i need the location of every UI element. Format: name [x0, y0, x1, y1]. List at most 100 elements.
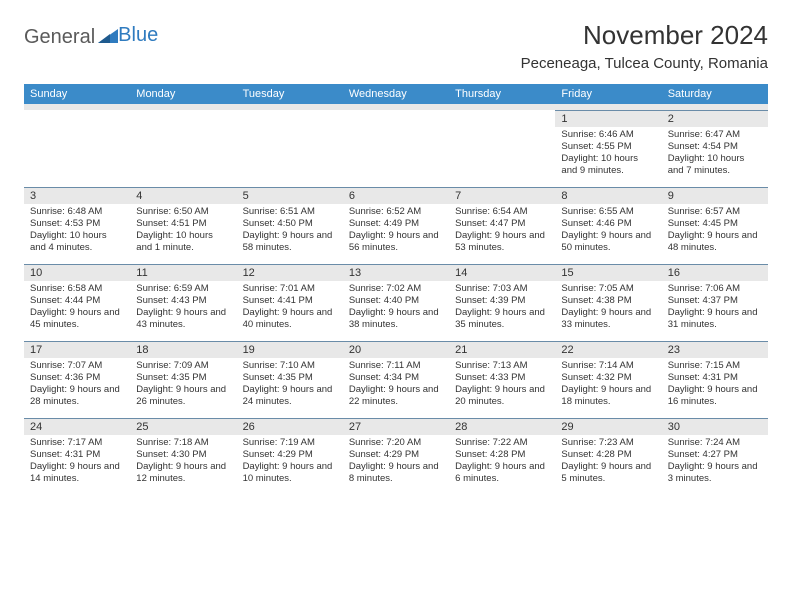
day-cell: 1Sunrise: 6:46 AMSunset: 4:55 PMDaylight…: [555, 110, 661, 187]
week-row: 1Sunrise: 6:46 AMSunset: 4:55 PMDaylight…: [24, 110, 768, 187]
day-cell: 12Sunrise: 7:01 AMSunset: 4:41 PMDayligh…: [237, 264, 343, 341]
day-details: Sunrise: 7:10 AMSunset: 4:35 PMDaylight:…: [237, 358, 343, 418]
date-number: 23: [662, 341, 768, 358]
sunrise-text: Sunrise: 7:14 AM: [561, 360, 655, 372]
day-details: Sunrise: 7:19 AMSunset: 4:29 PMDaylight:…: [237, 435, 343, 495]
title-block: November 2024 Peceneaga, Tulcea County, …: [521, 20, 768, 72]
sunset-text: Sunset: 4:34 PM: [349, 372, 443, 384]
sunrise-text: Sunrise: 6:57 AM: [668, 206, 762, 218]
daylight-text: Daylight: 9 hours and 14 minutes.: [30, 461, 124, 485]
daylight-text: Daylight: 9 hours and 22 minutes.: [349, 384, 443, 408]
day-cell: 20Sunrise: 7:11 AMSunset: 4:34 PMDayligh…: [343, 341, 449, 418]
sunrise-text: Sunrise: 7:10 AM: [243, 360, 337, 372]
day-header: Saturday: [662, 84, 768, 104]
day-details: Sunrise: 7:24 AMSunset: 4:27 PMDaylight:…: [662, 435, 768, 495]
day-cell: 9Sunrise: 6:57 AMSunset: 4:45 PMDaylight…: [662, 187, 768, 264]
logo-triangle-icon: [98, 26, 118, 49]
day-cell: [24, 110, 130, 187]
sunrise-text: Sunrise: 7:22 AM: [455, 437, 549, 449]
sunset-text: Sunset: 4:28 PM: [561, 449, 655, 461]
date-number: 22: [555, 341, 661, 358]
day-cell: 27Sunrise: 7:20 AMSunset: 4:29 PMDayligh…: [343, 418, 449, 495]
sunrise-text: Sunrise: 6:47 AM: [668, 129, 762, 141]
date-number: 27: [343, 418, 449, 435]
sunset-text: Sunset: 4:40 PM: [349, 295, 443, 307]
sunrise-text: Sunrise: 7:11 AM: [349, 360, 443, 372]
daylight-text: Daylight: 9 hours and 58 minutes.: [243, 230, 337, 254]
daylight-text: Daylight: 9 hours and 20 minutes.: [455, 384, 549, 408]
page-header: General Blue November 2024 Peceneaga, Tu…: [24, 20, 768, 72]
day-header: Tuesday: [237, 84, 343, 104]
sunrise-text: Sunrise: 7:15 AM: [668, 360, 762, 372]
day-cell: 14Sunrise: 7:03 AMSunset: 4:39 PMDayligh…: [449, 264, 555, 341]
daylight-text: Daylight: 9 hours and 50 minutes.: [561, 230, 655, 254]
day-details: [24, 110, 130, 170]
daylight-text: Daylight: 9 hours and 33 minutes.: [561, 307, 655, 331]
day-details: Sunrise: 6:50 AMSunset: 4:51 PMDaylight:…: [130, 204, 236, 264]
sunrise-text: Sunrise: 7:23 AM: [561, 437, 655, 449]
day-cell: 23Sunrise: 7:15 AMSunset: 4:31 PMDayligh…: [662, 341, 768, 418]
day-details: Sunrise: 7:01 AMSunset: 4:41 PMDaylight:…: [237, 281, 343, 341]
day-details: Sunrise: 6:51 AMSunset: 4:50 PMDaylight:…: [237, 204, 343, 264]
day-cell: [343, 110, 449, 187]
daylight-text: Daylight: 9 hours and 3 minutes.: [668, 461, 762, 485]
date-number: 24: [24, 418, 130, 435]
sunset-text: Sunset: 4:47 PM: [455, 218, 549, 230]
sunset-text: Sunset: 4:32 PM: [561, 372, 655, 384]
sunset-text: Sunset: 4:33 PM: [455, 372, 549, 384]
day-details: [449, 110, 555, 170]
date-number: 9: [662, 187, 768, 204]
sunrise-text: Sunrise: 6:59 AM: [136, 283, 230, 295]
day-details: Sunrise: 6:47 AMSunset: 4:54 PMDaylight:…: [662, 127, 768, 187]
daylight-text: Daylight: 9 hours and 45 minutes.: [30, 307, 124, 331]
date-number: 8: [555, 187, 661, 204]
sunset-text: Sunset: 4:36 PM: [30, 372, 124, 384]
sunrise-text: Sunrise: 6:50 AM: [136, 206, 230, 218]
day-header: Thursday: [449, 84, 555, 104]
day-cell: [237, 110, 343, 187]
day-cell: 2Sunrise: 6:47 AMSunset: 4:54 PMDaylight…: [662, 110, 768, 187]
day-cell: 22Sunrise: 7:14 AMSunset: 4:32 PMDayligh…: [555, 341, 661, 418]
day-cell: 28Sunrise: 7:22 AMSunset: 4:28 PMDayligh…: [449, 418, 555, 495]
day-cell: [130, 110, 236, 187]
sunrise-text: Sunrise: 7:20 AM: [349, 437, 443, 449]
daylight-text: Daylight: 9 hours and 12 minutes.: [136, 461, 230, 485]
date-number: 3: [24, 187, 130, 204]
day-details: Sunrise: 7:03 AMSunset: 4:39 PMDaylight:…: [449, 281, 555, 341]
daylight-text: Daylight: 10 hours and 4 minutes.: [30, 230, 124, 254]
sunset-text: Sunset: 4:43 PM: [136, 295, 230, 307]
date-number: 14: [449, 264, 555, 281]
day-details: [343, 110, 449, 170]
daylight-text: Daylight: 9 hours and 48 minutes.: [668, 230, 762, 254]
day-details: Sunrise: 7:11 AMSunset: 4:34 PMDaylight:…: [343, 358, 449, 418]
sunset-text: Sunset: 4:38 PM: [561, 295, 655, 307]
sunrise-text: Sunrise: 7:17 AM: [30, 437, 124, 449]
date-number: 28: [449, 418, 555, 435]
daylight-text: Daylight: 9 hours and 24 minutes.: [243, 384, 337, 408]
sunset-text: Sunset: 4:49 PM: [349, 218, 443, 230]
date-number: 21: [449, 341, 555, 358]
daylight-text: Daylight: 9 hours and 53 minutes.: [455, 230, 549, 254]
day-details: Sunrise: 7:05 AMSunset: 4:38 PMDaylight:…: [555, 281, 661, 341]
date-number: 15: [555, 264, 661, 281]
date-number: 11: [130, 264, 236, 281]
day-cell: 4Sunrise: 6:50 AMSunset: 4:51 PMDaylight…: [130, 187, 236, 264]
date-number: 6: [343, 187, 449, 204]
sunrise-text: Sunrise: 7:07 AM: [30, 360, 124, 372]
sunset-text: Sunset: 4:54 PM: [668, 141, 762, 153]
daylight-text: Daylight: 9 hours and 8 minutes.: [349, 461, 443, 485]
date-number: 25: [130, 418, 236, 435]
sunset-text: Sunset: 4:55 PM: [561, 141, 655, 153]
sunrise-text: Sunrise: 6:58 AM: [30, 283, 124, 295]
day-details: Sunrise: 7:17 AMSunset: 4:31 PMDaylight:…: [24, 435, 130, 495]
date-number: 16: [662, 264, 768, 281]
week-row: 17Sunrise: 7:07 AMSunset: 4:36 PMDayligh…: [24, 341, 768, 418]
day-cell: 18Sunrise: 7:09 AMSunset: 4:35 PMDayligh…: [130, 341, 236, 418]
daylight-text: Daylight: 9 hours and 26 minutes.: [136, 384, 230, 408]
date-number: 26: [237, 418, 343, 435]
sunrise-text: Sunrise: 7:01 AM: [243, 283, 337, 295]
day-cell: 19Sunrise: 7:10 AMSunset: 4:35 PMDayligh…: [237, 341, 343, 418]
date-number: 2: [662, 110, 768, 127]
daylight-text: Daylight: 9 hours and 10 minutes.: [243, 461, 337, 485]
day-cell: [449, 110, 555, 187]
